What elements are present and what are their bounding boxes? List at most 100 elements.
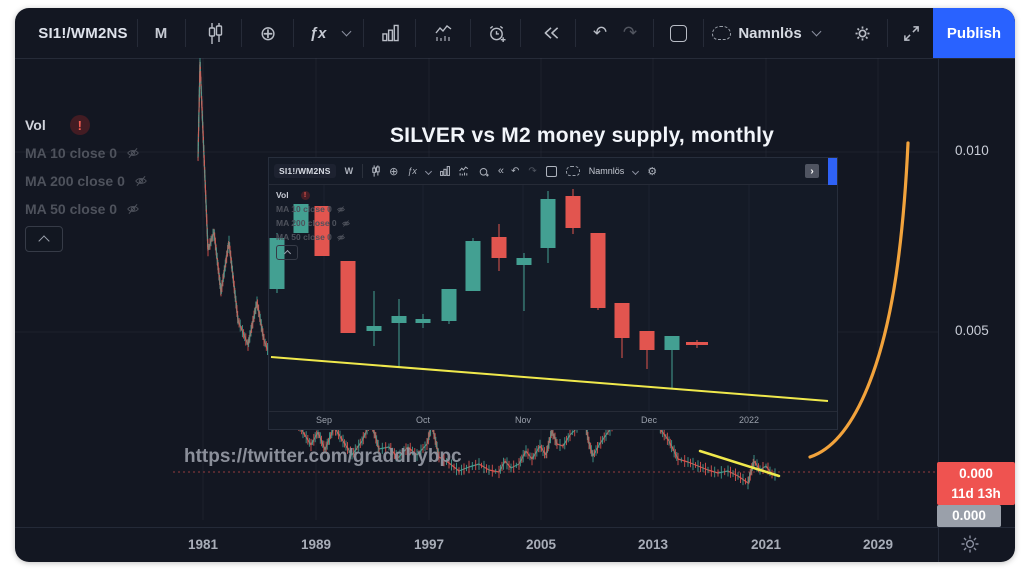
candle-body [516, 258, 532, 265]
layout-square-icon [545, 165, 557, 177]
projection-curve-orange [808, 141, 910, 459]
main-chart-canvas[interactable]: SILVER vs M2 money supply, monthly https… [15, 58, 938, 527]
settings-gear-icon[interactable] [847, 8, 877, 58]
inset-indicator-legend: Vol! MA 10 close 0 MA 200 close 0 MA 50 … [276, 189, 351, 260]
price-label: 0.010 [955, 143, 989, 158]
replay-rewind-icon[interactable] [535, 8, 567, 58]
ma200-label: MA 200 close 0 [25, 173, 125, 189]
theme-sun-icon[interactable] [960, 534, 980, 559]
candle-body [391, 316, 407, 323]
publish-button[interactable]: Publish [933, 8, 1015, 58]
chevron-down-icon [424, 167, 432, 175]
candle-body [639, 331, 655, 350]
eye-off-icon[interactable] [125, 202, 141, 216]
error-exclamation-icon[interactable]: ! [69, 115, 90, 135]
candle-body [491, 237, 507, 258]
expander-arrow-icon: › [805, 164, 819, 178]
indicators-fx-icon: ƒx [407, 166, 417, 176]
error-exclamation-icon: ! [300, 190, 310, 200]
time-axis-label: 1981 [187, 537, 219, 552]
candlestick-chart-icon[interactable] [201, 8, 229, 58]
chevron-down-icon[interactable] [807, 8, 823, 58]
layout-name-button[interactable]: Namnlös [738, 24, 802, 42]
ma50-label: MA 50 close 0 [25, 201, 118, 217]
time-axis-label: 2005 [525, 537, 557, 552]
eye-off-icon [337, 205, 345, 213]
inset-time-axis-label: Oct [415, 415, 430, 425]
cloud-save-icon [565, 166, 580, 176]
publish-button-sliver [828, 157, 837, 185]
cloud-save-icon [709, 8, 733, 58]
trendline-yellow [698, 449, 781, 478]
watermark-link: https://twitter.com/graddhybpc [184, 446, 462, 467]
symbol-button[interactable]: SI1!/WM2NS [38, 24, 128, 42]
inset-time-axis: Sep Oct Nov Dec 2022 [269, 411, 837, 431]
line-chart-icon [458, 166, 469, 176]
time-axis[interactable]: 1981 1989 1997 2005 2013 2021 2029 [15, 527, 1015, 562]
legend-row-ma10[interactable]: MA 10 close 0 [25, 142, 149, 164]
line-chart-icon[interactable] [428, 8, 460, 58]
time-axis-label: 2029 [862, 537, 894, 552]
add-compare-icon[interactable]: ⊕ [259, 22, 277, 45]
candle-body [686, 342, 708, 345]
ma50-label: MA 50 close 0 [276, 232, 332, 242]
price-axis[interactable]: 0.010 0.005 [938, 58, 1015, 527]
indicator-legend: Vol ! MA 10 close 0 MA 200 close 0 MA 50… [25, 114, 149, 252]
redo-icon: ↷ [528, 165, 537, 177]
legend-row-ma200[interactable]: MA 200 close 0 [25, 170, 149, 192]
candle-body [340, 261, 356, 333]
candle-body [441, 289, 457, 321]
ma10-label: MA 10 close 0 [276, 204, 332, 214]
legend-collapse-button [276, 245, 298, 260]
layout-square-icon[interactable] [663, 8, 693, 58]
time-axis-label: 2013 [637, 537, 669, 552]
candle-body [366, 326, 382, 331]
candle-body [314, 206, 330, 256]
candle-body [465, 241, 481, 291]
legend-row-ma50[interactable]: MA 50 close 0 [25, 198, 149, 220]
candle-body [614, 303, 630, 338]
fullscreen-expand-icon[interactable] [895, 8, 927, 58]
legend-row-volume[interactable]: Vol ! [25, 114, 149, 136]
inset-time-axis-label: 2022 [738, 415, 760, 425]
ma200-label: MA 200 close 0 [276, 218, 337, 228]
alert-clock-plus-icon [479, 167, 489, 176]
price-label: 0.005 [955, 323, 989, 338]
volume-label: Vol [25, 117, 46, 133]
bar-template-icon [439, 166, 450, 176]
inset-interval: W [344, 166, 354, 176]
undo-icon: ↶ [510, 165, 520, 177]
indicators-fx-icon[interactable]: ƒx [309, 24, 327, 42]
inset-candles [269, 185, 829, 411]
chevron-down-icon[interactable] [337, 8, 353, 58]
inset-chart-screenshot: SI1!/WM2NS W ⊕ ƒx « ↶ ↷ Namnlös ⚙ › [268, 157, 838, 430]
chevron-down-icon [632, 167, 640, 175]
candle-body [269, 238, 285, 289]
candle-body [664, 336, 680, 350]
candle-body [415, 319, 431, 323]
candle-body [565, 196, 581, 228]
legend-collapse-button[interactable] [25, 226, 63, 252]
candle-body [590, 233, 606, 308]
inset-toolbar: SI1!/WM2NS W ⊕ ƒx « ↶ ↷ Namnlös ⚙ › [269, 157, 837, 185]
current-price-badge: 0.000 [937, 505, 1001, 527]
eye-off-icon[interactable] [125, 146, 141, 160]
interval-button[interactable]: M [154, 24, 168, 42]
undo-icon[interactable]: ↶ [592, 23, 608, 42]
alert-clock-plus-icon[interactable] [481, 8, 511, 58]
eye-off-icon [337, 233, 345, 241]
eye-off-icon [341, 219, 350, 227]
settings-gear-icon: ⚙ [647, 165, 658, 178]
ma10-label: MA 10 close 0 [25, 145, 118, 161]
bar-template-icon[interactable] [375, 8, 405, 58]
eye-off-icon[interactable] [133, 174, 149, 188]
redo-icon[interactable]: ↷ [622, 23, 638, 42]
time-axis-label: 2021 [750, 537, 782, 552]
chart-title: SILVER vs M2 money supply, monthly [389, 124, 775, 147]
volume-label: Vol [276, 190, 289, 200]
countdown-price-badge: 0.000 11d 13h [937, 462, 1015, 505]
inset-time-axis-label: Nov [514, 415, 531, 425]
inset-time-axis-label: Dec [640, 415, 657, 425]
add-compare-icon: ⊕ [389, 165, 399, 178]
inset-trendline-yellow [270, 356, 829, 402]
